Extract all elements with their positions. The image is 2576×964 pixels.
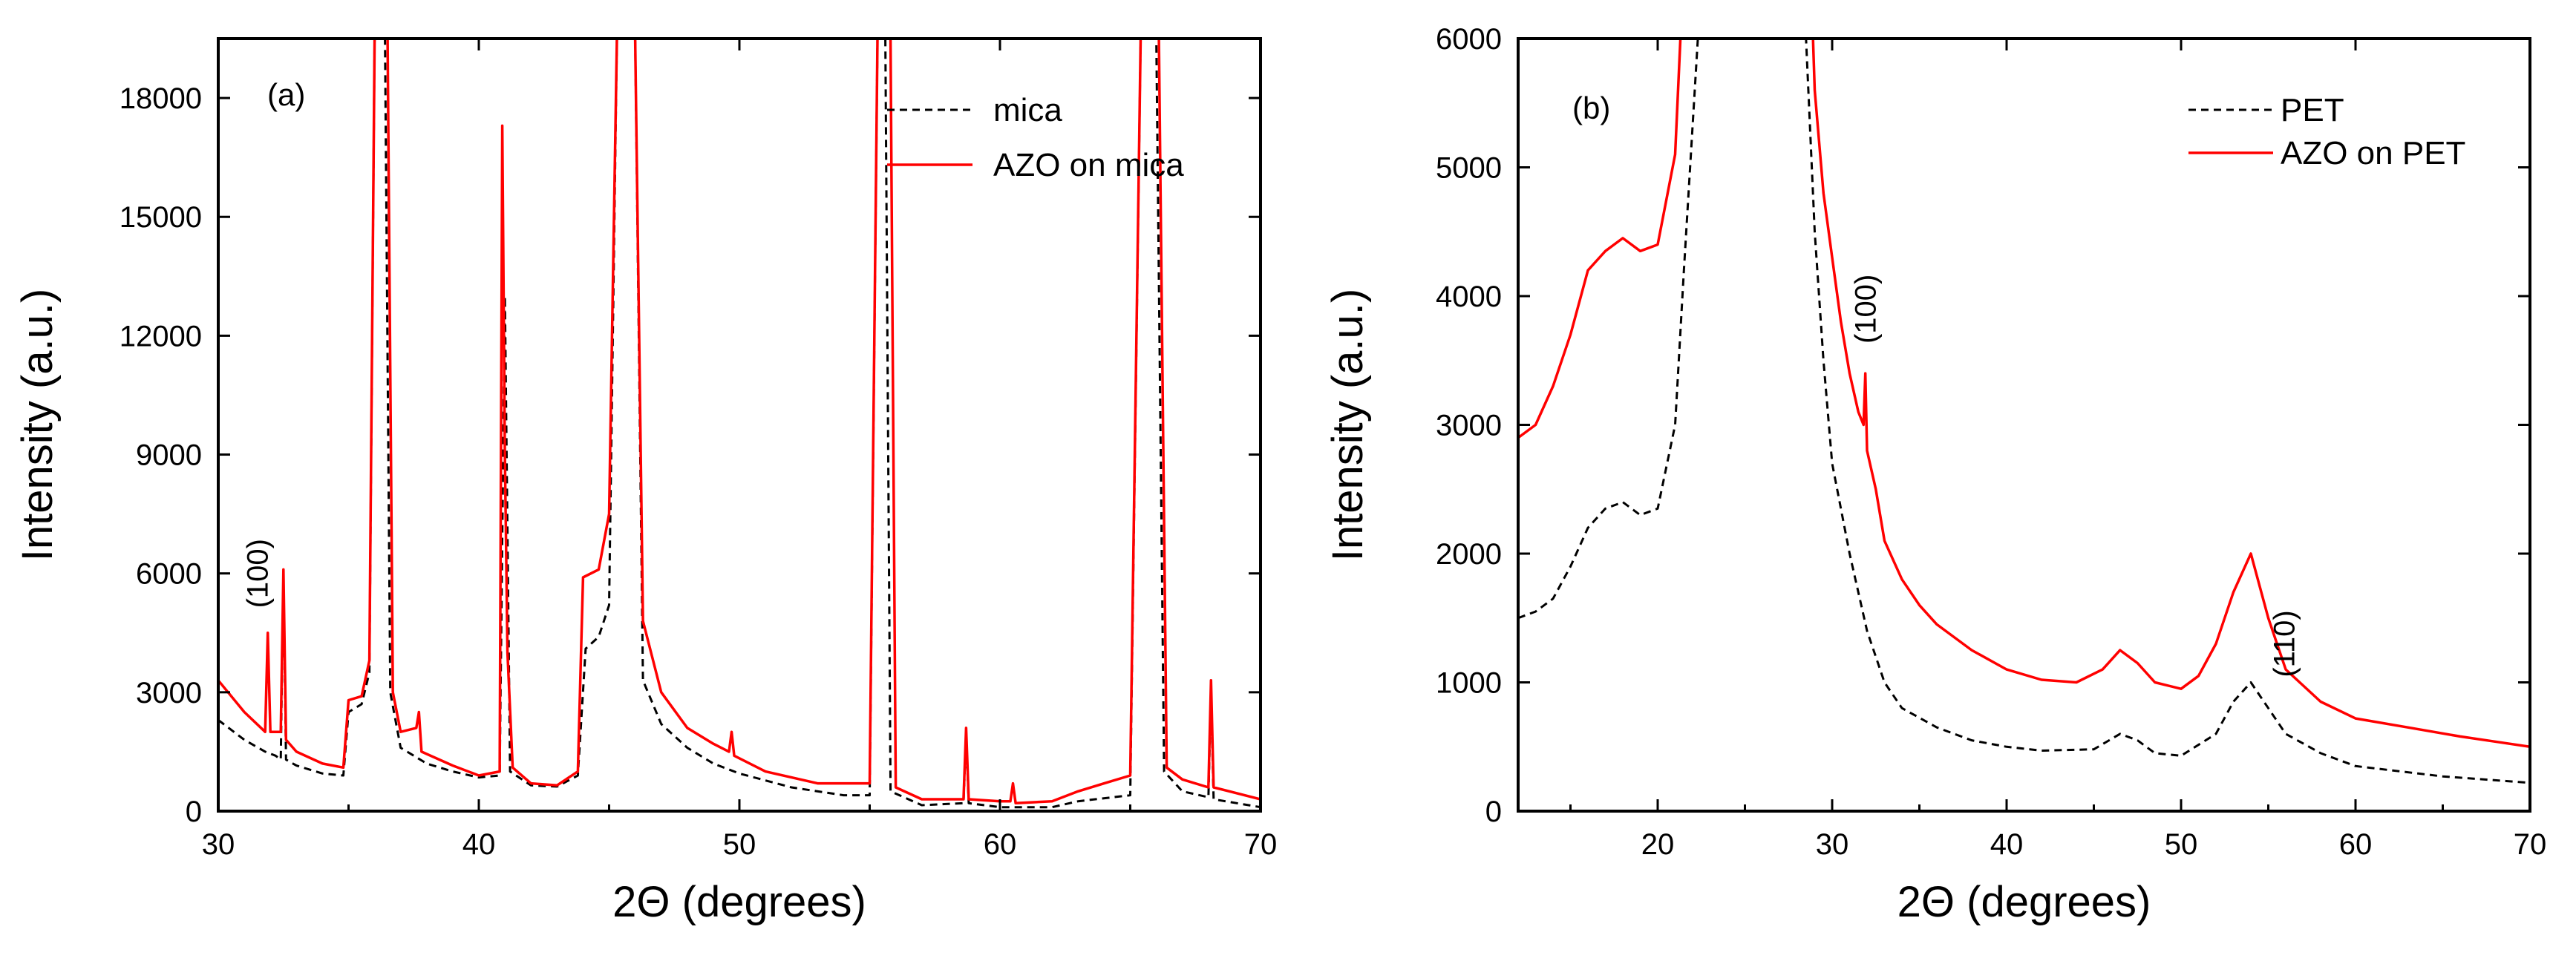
y-tick-label: 4000 <box>1436 281 1502 313</box>
x-tick-label: 40 <box>1990 828 2024 861</box>
y-axis-title: Intensity (a.u.) <box>1324 289 1372 561</box>
y-tick-label: 9000 <box>136 439 202 472</box>
x-axis-title: 2Θ (degrees) <box>612 878 866 926</box>
x-tick-label: 30 <box>202 828 235 861</box>
chart-panel-a: 30 40 50 60 70 0 3000 6000 9000 12000 15000 18000 2Θ… <box>13 37 1278 926</box>
y-tick-label: 1000 <box>1436 667 1502 700</box>
series-line-pet <box>1518 39 2530 784</box>
peak-annotation: (100) <box>242 539 275 608</box>
x-axis-title: 2Θ (degrees) <box>1897 878 2151 926</box>
legend-label: AZO on PET <box>2281 135 2465 171</box>
y-tick-label: 2000 <box>1436 538 1502 571</box>
y-tick-label: 15000 <box>120 201 202 234</box>
x-tick-label: 40 <box>462 828 496 861</box>
y-tick-label: 5000 <box>1436 152 1502 185</box>
y-tick-label: 3000 <box>136 677 202 709</box>
chart-panel-b: 20 30 40 50 60 70 0 1000 2000 3000 4000 5000 6000 2Θ … <box>1324 23 2546 926</box>
series-line-azo-on-pet <box>1518 39 2530 749</box>
legend-label: mica <box>993 92 1062 128</box>
y-tick-label: 18000 <box>120 82 202 115</box>
legend-label: PET <box>2281 92 2344 128</box>
series-line-azo-on-mica <box>218 39 1261 805</box>
x-tick-label: 50 <box>723 828 756 861</box>
y-axis-title: Intensity (a.u.) <box>13 289 62 561</box>
x-tick-label: 60 <box>2339 828 2373 861</box>
x-tick-label: 60 <box>984 828 1017 861</box>
y-tick-label: 12000 <box>120 320 202 353</box>
panel-label: (b) <box>1572 91 1610 125</box>
peak-annotation: (100) <box>1850 275 1883 344</box>
x-tick-label: 20 <box>1641 828 1675 861</box>
panel-label: (a) <box>267 77 305 112</box>
y-tick-label: 6000 <box>136 558 202 591</box>
y-tick-label: 0 <box>186 796 202 828</box>
peak-annotation: (110) <box>2269 610 2301 677</box>
x-tick-label: 70 <box>1244 828 1278 861</box>
x-tick-label: 70 <box>2514 828 2547 861</box>
y-tick-label: 6000 <box>1436 23 1502 56</box>
legend-label: AZO on mica <box>993 147 1184 183</box>
series-line-mica <box>218 39 1261 809</box>
y-tick-label: 3000 <box>1436 410 1502 442</box>
x-tick-label: 30 <box>1816 828 1849 861</box>
x-tick-label: 50 <box>2165 828 2198 861</box>
y-tick-label: 0 <box>1485 796 1502 828</box>
